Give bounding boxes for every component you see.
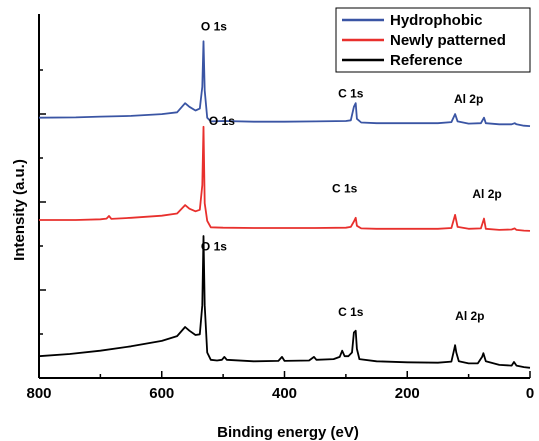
series-line-hydrophobic (38, 40, 531, 127)
x-tick-label: 200 (395, 385, 420, 402)
annotation-layer: O 1s C 1s Al 2p O 1s C 1s Al 2p O 1s C 1s Al 2p (201, 19, 502, 322)
x-axis-title: Binding energy (eV) (217, 424, 359, 441)
series-layer (38, 40, 531, 369)
peak-label: O 1s (201, 19, 227, 33)
legend-label: Newly patterned (390, 32, 506, 49)
peak-label: O 1s (209, 114, 235, 128)
peak-label: Al 2p (455, 309, 484, 323)
peak-label: C 1s (332, 181, 358, 195)
x-tick-label: 600 (149, 385, 174, 402)
y-axis-title: Intensity (a.u.) (11, 159, 28, 261)
legend-label: Hydrophobic (390, 12, 483, 29)
peak-label: O 1s (201, 240, 227, 254)
peak-label: C 1s (338, 305, 364, 319)
series-line-newly-patterned (39, 125, 531, 232)
peak-label: Al 2p (454, 92, 483, 106)
x-tick-label: 0 (526, 385, 534, 402)
peak-label: Al 2p (472, 187, 501, 201)
peak-label: C 1s (338, 87, 364, 101)
legend-label: Reference (390, 52, 463, 69)
x-tick-label: 400 (272, 385, 297, 402)
series-line-reference (38, 235, 531, 369)
legend: Hydrophobic Newly patterned Reference (335, 7, 531, 73)
axes: 800 600 400 200 0 (26, 14, 534, 402)
x-tick-label: 800 (26, 385, 51, 402)
